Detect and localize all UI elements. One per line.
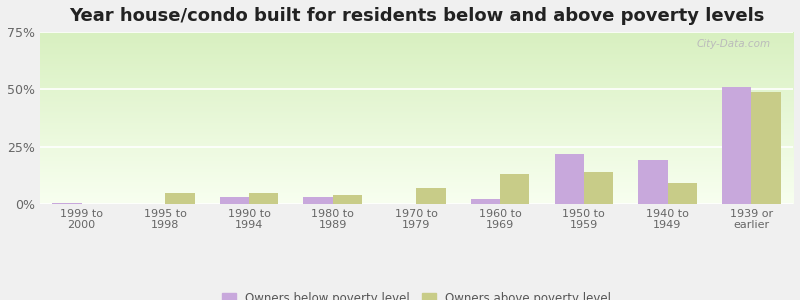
Bar: [303, 197, 333, 204]
Title: Year house/condo built for residents below and above poverty levels: Year house/condo built for residents bel…: [69, 7, 764, 25]
Bar: [471, 200, 500, 204]
Bar: [220, 197, 249, 204]
Bar: [638, 160, 667, 204]
Legend: Owners below poverty level, Owners above poverty level: Owners below poverty level, Owners above…: [217, 287, 616, 300]
Bar: [52, 203, 82, 204]
Bar: [722, 87, 751, 204]
Text: City-Data.com: City-Data.com: [696, 39, 770, 49]
Bar: [667, 183, 697, 204]
Bar: [333, 195, 362, 204]
Bar: [500, 174, 530, 204]
Bar: [584, 172, 613, 204]
Bar: [751, 92, 781, 204]
Bar: [249, 193, 278, 204]
Bar: [166, 193, 194, 204]
Bar: [417, 188, 446, 204]
Bar: [554, 154, 584, 204]
